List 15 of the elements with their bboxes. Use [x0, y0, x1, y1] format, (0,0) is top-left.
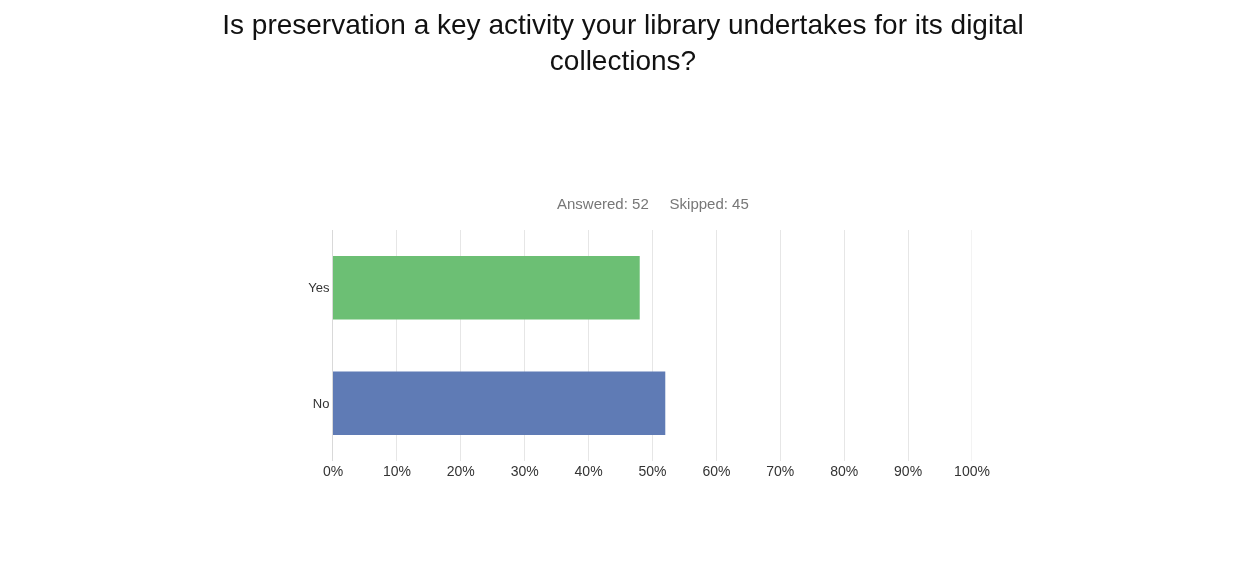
- x-tick-label: 20%: [446, 463, 475, 479]
- x-tick-label: 80%: [830, 463, 859, 479]
- x-tick-label: 0%: [322, 463, 344, 479]
- x-tick-label: 70%: [766, 463, 795, 479]
- y-tick-label: Yes: [308, 280, 330, 296]
- y-tick-label: No: [312, 395, 330, 411]
- x-tick-label: 100%: [954, 463, 990, 479]
- x-tick-label: 10%: [382, 463, 411, 479]
- x-tick-label: 40%: [574, 463, 603, 479]
- x-tick-label: 30%: [510, 463, 539, 479]
- chart-subtitle: Answered: 52 Skipped: 45: [557, 195, 749, 212]
- chart-title: Is preservation a key activity your library undertakes for its digital collections?: [222, 8, 1024, 77]
- x-tick-label: 90%: [894, 463, 923, 479]
- x-tick-label: 60%: [702, 463, 731, 479]
- x-tick-label: 50%: [638, 463, 667, 479]
